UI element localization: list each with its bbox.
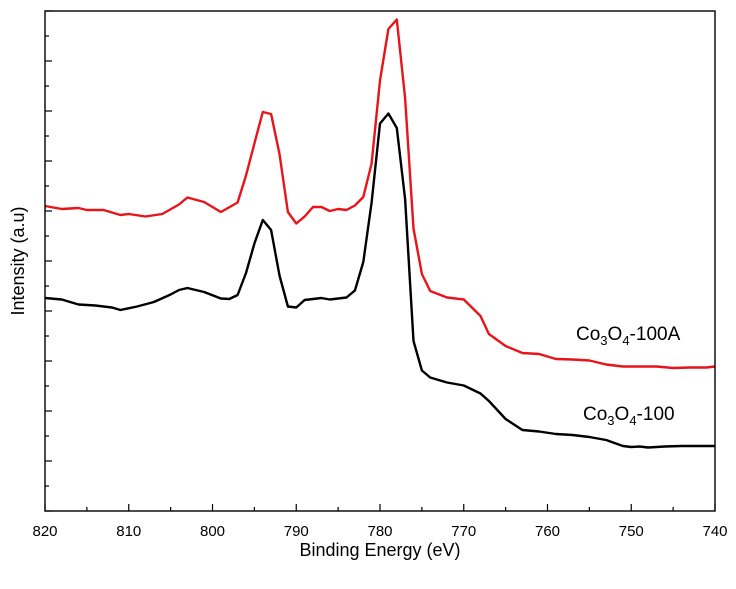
x-tick-label: 790: [284, 523, 309, 540]
series-line-1: [44, 18, 716, 370]
x-tick-label: 810: [116, 523, 141, 540]
series-label-part: O: [608, 324, 623, 345]
axis-ticks: 820 810 800 790 780 770 760 750 740: [32, 10, 728, 540]
series-line-2: [44, 112, 715, 449]
plot-area: [44, 18, 716, 449]
series-label-1: Co3O4-100A: [576, 324, 681, 348]
series-label-part: 3: [607, 413, 614, 428]
series-label-2: Co3O4-100: [583, 404, 675, 428]
x-tick-label: 760: [535, 523, 560, 540]
series-label-part: -100: [637, 404, 675, 425]
x-tick-label: 800: [200, 523, 225, 540]
x-tick-label: 780: [367, 523, 392, 540]
x-tick-label: 770: [451, 523, 476, 540]
series-label-part: 3: [600, 333, 607, 348]
y-axis-title: Intensity (a.u): [8, 206, 28, 315]
series-label-part: 4: [629, 413, 636, 428]
series-label-part: Co: [576, 324, 600, 345]
x-axis-title: Binding Energy (eV): [299, 540, 460, 560]
series-label-part: O: [615, 404, 630, 425]
series-label-part: Co: [583, 404, 607, 425]
x-tick-label: 740: [702, 523, 727, 540]
x-tick-label: 820: [32, 523, 57, 540]
series-label-part: -100A: [630, 324, 681, 345]
series-label-part: 4: [622, 333, 629, 348]
x-tick-label: 750: [619, 523, 644, 540]
